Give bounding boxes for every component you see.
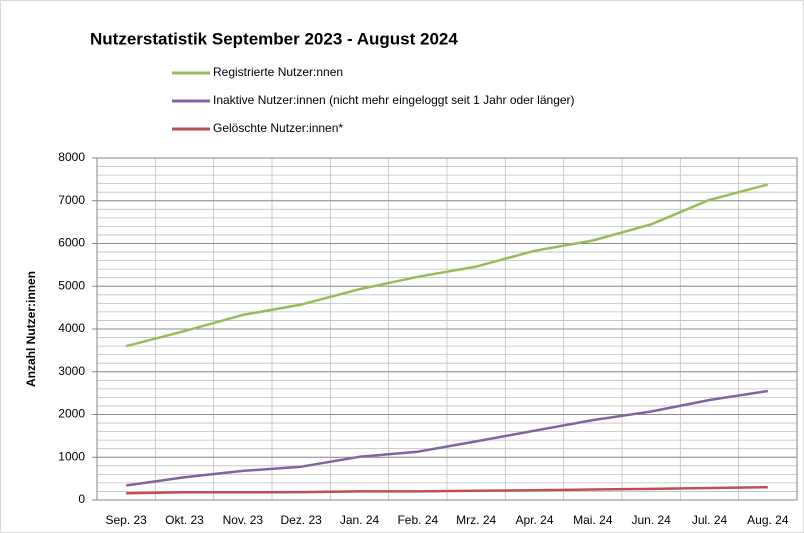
x-tick-label: Okt. 23 (165, 513, 204, 527)
x-tick-label: Mai. 24 (573, 513, 613, 527)
x-tick-label: Jul. 24 (692, 513, 728, 527)
x-tick-label: Feb. 24 (397, 513, 438, 527)
y-tick-label: 7000 (58, 193, 85, 207)
y-tick-label: 2000 (58, 407, 85, 421)
series-line (126, 389, 768, 487)
x-tick-label: Dez. 23 (280, 513, 322, 527)
y-tick-label: 4000 (58, 321, 85, 335)
x-tick-label: Aug. 24 (747, 513, 789, 527)
series-line (125, 183, 769, 348)
series-line (126, 485, 768, 495)
y-axis-label: Anzahl Nutzer:innen (24, 271, 38, 387)
y-tick-label: 6000 (58, 236, 85, 250)
chart-title: Nutzerstatistik September 2023 - August … (90, 29, 458, 48)
x-tick-label: Sep. 23 (105, 513, 147, 527)
x-tick-label: Apr. 24 (515, 513, 553, 527)
legend-label: Gelöschte Nutzer:innen* (213, 121, 343, 135)
y-tick-label: 3000 (58, 364, 85, 378)
legend-label: Registrierte Nutzer:nnen (213, 65, 343, 79)
y-tick-label: 1000 (58, 449, 85, 463)
plot-frame (96, 157, 798, 501)
x-tick-label: Jan. 24 (340, 513, 380, 527)
y-tick-label: 0 (78, 492, 85, 506)
x-tick-label: Mrz. 24 (456, 513, 496, 527)
x-tick-label: Nov. 23 (223, 513, 264, 527)
legend-label: Inaktive Nutzer:innen (nicht mehr eingel… (213, 93, 575, 107)
y-tick-label: 5000 (58, 278, 85, 292)
y-tick-label: 8000 (58, 150, 85, 164)
x-tick-label: Jun. 24 (631, 513, 671, 527)
